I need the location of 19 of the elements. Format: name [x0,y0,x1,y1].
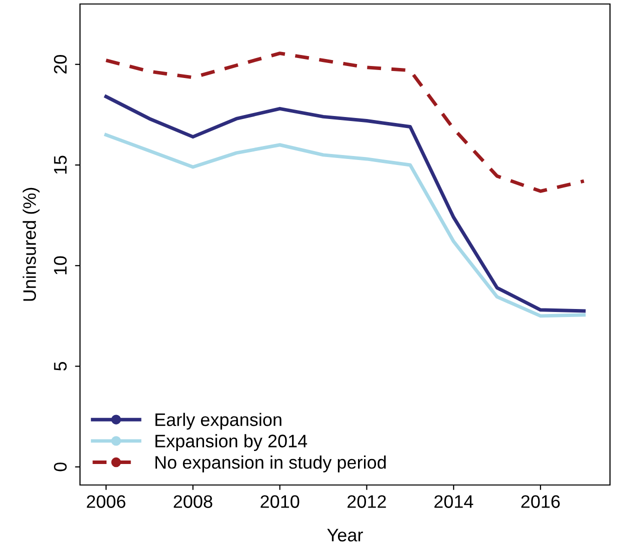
y-tick-label: 10 [54,256,67,274]
legend-label: Early expansion [156,412,282,430]
line-series [104,94,586,313]
x-tick-label: 2010 [260,495,300,508]
x-tick-label: 2008 [174,495,212,508]
legend-label: Expansion by 2014 [156,434,308,452]
line-series [104,52,586,193]
y-axis-title: Uninsured (%) [22,188,40,301]
x-axis-title: Year [327,528,363,542]
legend-label: No expansion in study period [156,456,386,472]
x-tick-label: 2012 [348,495,386,508]
line-series [104,133,586,318]
y-tick-label: 5 [54,362,67,371]
x-tick-label: 2006 [86,495,126,508]
y-tick-label: 0 [54,462,67,472]
x-tick-label: 2016 [521,495,560,508]
y-tick-label: 20 [54,55,67,74]
y-tick-label: 15 [54,156,67,174]
x-tick-label: 2014 [434,495,474,508]
